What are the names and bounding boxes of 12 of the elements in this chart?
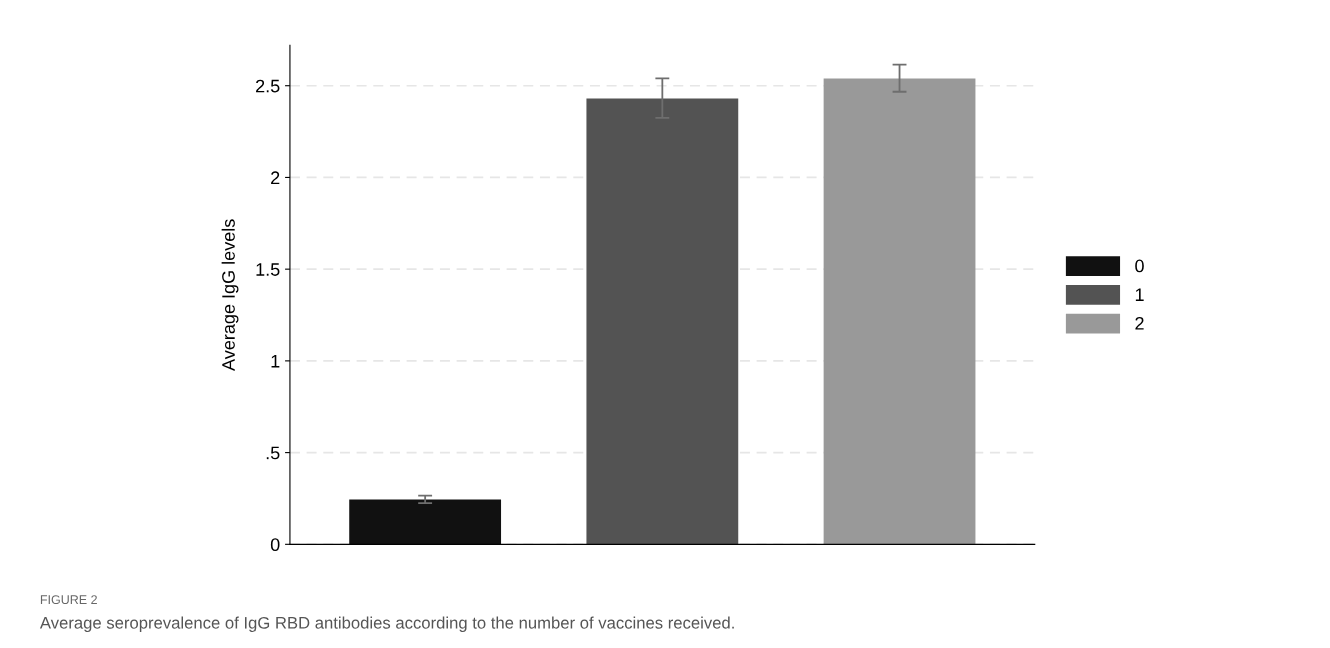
y-tick-label: 2.5 bbox=[256, 79, 280, 93]
legend-label: 2 bbox=[1135, 316, 1144, 330]
caption: FIGURE 2 bbox=[40, 595, 97, 605]
y-tick-label: 1.5 bbox=[256, 263, 280, 276]
y-tick-label: 2 bbox=[271, 171, 280, 184]
legend-label: 1 bbox=[1135, 288, 1144, 301]
text: Average seroprevalence of IgG RBD antibodies according to the number of vaccines received. bbox=[39, 616, 734, 633]
y-tick-label: 0 bbox=[270, 538, 280, 552]
y-tick-label: 1 bbox=[271, 355, 280, 368]
y-tick-label: .5 bbox=[266, 446, 280, 460]
y-axis-title: Average IgG levels bbox=[221, 219, 239, 371]
legend-label: 0 bbox=[1135, 259, 1144, 273]
